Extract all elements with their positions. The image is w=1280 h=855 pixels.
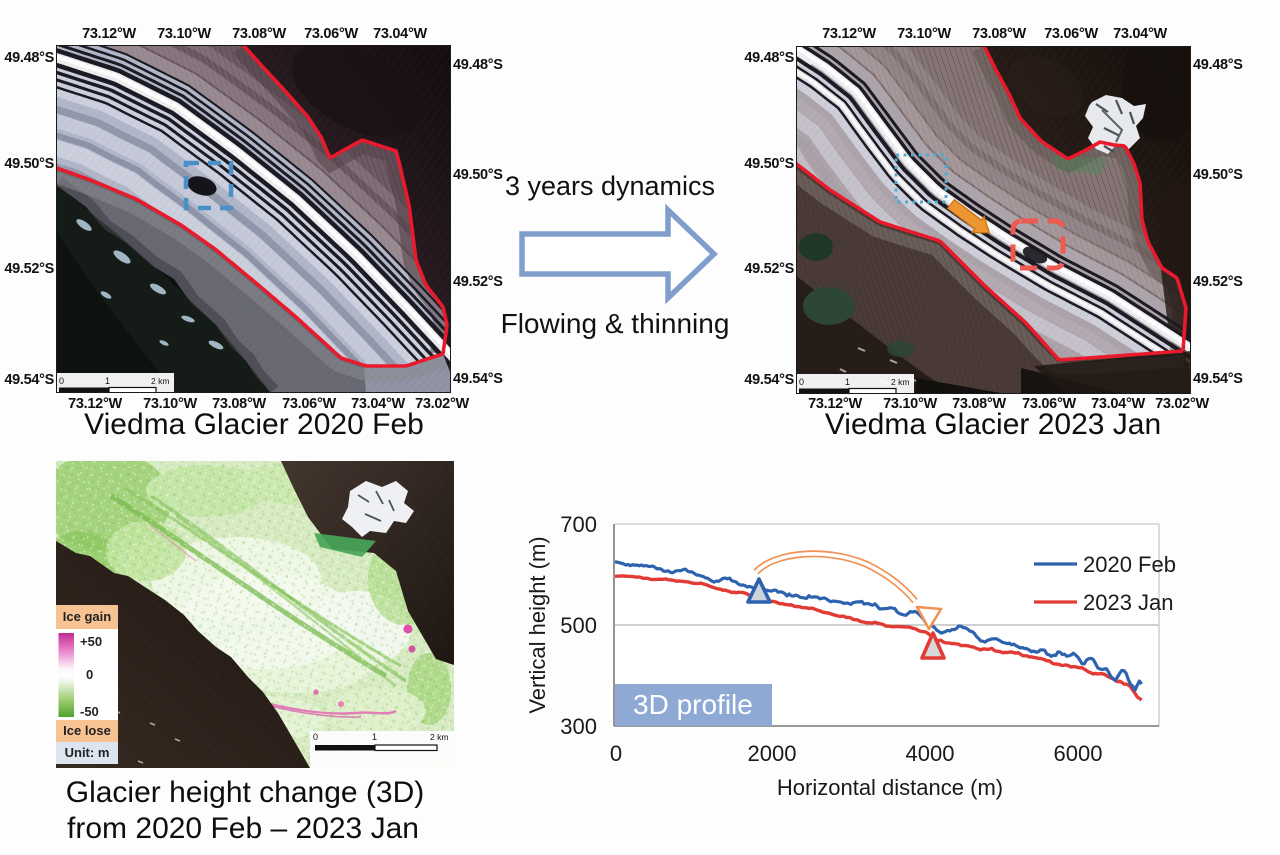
svg-text:2000: 2000 bbox=[748, 741, 797, 766]
svg-text:4000: 4000 bbox=[906, 741, 955, 766]
svg-text:2023 Jan: 2023 Jan bbox=[1083, 590, 1174, 615]
svg-text:2 km: 2 km bbox=[151, 376, 169, 386]
svg-text:0: 0 bbox=[313, 732, 318, 742]
svg-text:0: 0 bbox=[610, 741, 622, 766]
svg-text:300: 300 bbox=[560, 714, 597, 739]
svg-text:2020 Feb: 2020 Feb bbox=[1083, 552, 1176, 577]
svg-text:700: 700 bbox=[560, 512, 597, 537]
svg-text:1: 1 bbox=[372, 732, 377, 742]
svg-text:0: 0 bbox=[86, 667, 93, 682]
svg-text:500: 500 bbox=[560, 613, 597, 638]
svg-text:0: 0 bbox=[59, 376, 64, 386]
svg-text:2 km: 2 km bbox=[430, 732, 448, 742]
svg-text:Horizontal distance (m): Horizontal distance (m) bbox=[777, 775, 1003, 800]
svg-text:0: 0 bbox=[799, 377, 804, 387]
svg-text:+50: +50 bbox=[80, 634, 102, 649]
svg-text:2 km: 2 km bbox=[891, 377, 909, 387]
svg-text:6000: 6000 bbox=[1054, 741, 1103, 766]
svg-text:Vertical height (m): Vertical height (m) bbox=[525, 536, 550, 713]
svg-text:3D profile: 3D profile bbox=[633, 689, 753, 720]
svg-text:1: 1 bbox=[105, 376, 110, 386]
svg-text:-50: -50 bbox=[80, 704, 99, 719]
svg-text:1: 1 bbox=[845, 377, 850, 387]
